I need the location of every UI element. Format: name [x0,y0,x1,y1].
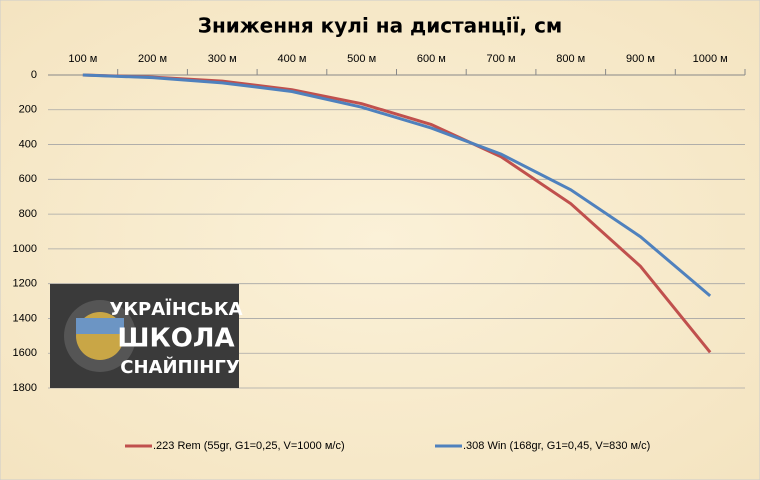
logo-sky [76,318,124,334]
x-tick-label: 700 м [487,53,516,65]
y-tick-label: 200 [19,104,37,116]
legend-label: .308 Win (168gr, G1=0,45, V=830 м/с) [463,440,650,452]
legend-label: .223 Rem (55gr, G1=0,25, V=1000 м/с) [153,440,345,452]
logo-text: СНАЙПІНГУ [120,356,240,378]
x-tick-label: 500 м [347,53,376,65]
x-tick-label: 100 м [68,53,97,65]
x-tick-label: 300 м [208,53,237,65]
y-tick-label: 800 [19,208,37,220]
x-tick-label: 800 м [556,53,585,65]
x-tick-label: 1000 м [693,53,728,65]
logo-text: ШКОЛА [117,324,234,354]
x-tick-label: 400 м [277,53,306,65]
y-tick-label: 0 [31,69,37,81]
y-tick-label: 1800 [13,382,37,394]
chart-title: Зниження кулі на дистанції, см [198,14,563,38]
y-tick-label: 1600 [13,347,37,359]
logo-text: УКРАЇНСЬКА [109,298,242,320]
y-tick-label: 400 [19,138,37,150]
y-tick-label: 600 [19,173,37,185]
y-tick-label: 1000 [13,243,37,255]
logo: УКРАЇНСЬКА ШКОЛА СНАЙПІНГУ [50,284,243,388]
x-tick-label: 600 м [417,53,446,65]
y-tick-label: 1400 [13,312,37,324]
y-tick-label: 1200 [13,278,37,290]
x-tick-label: 200 м [138,53,167,65]
x-tick-label: 900 м [626,53,655,65]
line-series [82,73,712,297]
